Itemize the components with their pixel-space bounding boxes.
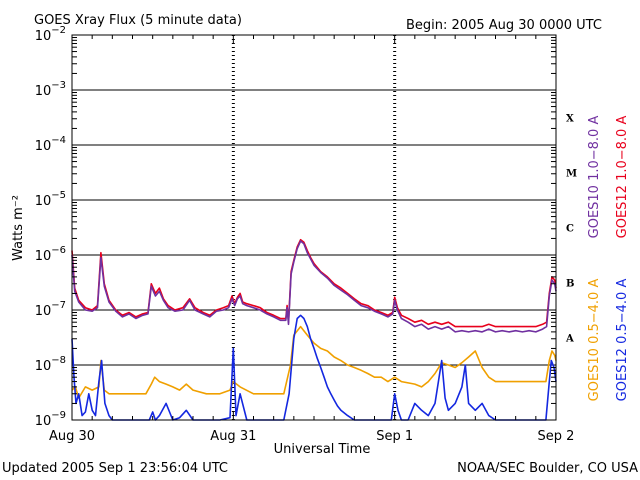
chart-title: GOES Xray Flux (5 minute data) (34, 13, 242, 28)
flare-class-m: M (566, 169, 577, 180)
y-tick-label-0: 10−9 (35, 410, 66, 429)
y-tick-label-2: 10−7 (35, 300, 66, 319)
series-line-goes12-1-0-8-0-a (71, 238, 557, 328)
legend-entry-goes12-1-0-8-0-a: GOES12 1.0−8.0 A (615, 116, 630, 239)
x-tick-label-2: Sep 1 (376, 429, 413, 444)
y-tick-label-3: 10−6 (35, 245, 66, 264)
flare-class-c: C (566, 224, 574, 235)
y-tick-label-6: 10−3 (35, 80, 66, 99)
flare-class-x: X (566, 114, 574, 125)
x-tick-label-3: Sep 2 (538, 429, 575, 444)
series-line-goes10-1-0-8-0-a (71, 240, 557, 333)
y-axis-label: Watts m⁻² (11, 195, 26, 261)
updated-timestamp: Updated 2005 Sep 1 23:56:04 UTC (2, 461, 228, 476)
y-tick-label-1: 10−8 (35, 355, 66, 374)
plot-frame (71, 34, 557, 421)
legend-lower: GOES10 0.5−4.0 A GOES12 0.5−4.0 A (587, 279, 630, 402)
y-tick-label-7: 10−2 (35, 25, 66, 44)
x-tick-label-1: Aug 31 (210, 429, 256, 444)
legend-entry-goes10-0-5-4-0-a: GOES10 0.5−4.0 A (587, 279, 602, 402)
x-tick-label-0: Aug 30 (49, 429, 95, 444)
y-tick-label-4: 10−5 (35, 190, 66, 209)
y-tick-label-5: 10−4 (35, 135, 66, 154)
legend-entry-goes10-1-0-8-0-a: GOES10 1.0−8.0 A (587, 116, 602, 239)
flare-class-a: A (565, 334, 574, 345)
x-axis-ticks: Aug 30 Aug 31 Sep 1 Sep 2 (49, 35, 574, 444)
series-line-goes10-0-5-4-0-a (71, 325, 557, 399)
legend-upper: GOES10 1.0−8.0 A GOES12 1.0−8.0 A (587, 116, 630, 239)
y-axis-ticks: 10−9 10−8 10−7 10−6 10−5 10−4 10−3 10−2 (35, 25, 556, 429)
class-gridlines (72, 34, 556, 421)
x-axis-label: Universal Time (274, 442, 371, 457)
begin-label: Begin: 2005 Aug 30 0000 UTC (406, 18, 602, 33)
flare-class-labels: A B C M X (565, 114, 577, 345)
flare-class-b: B (566, 279, 574, 290)
day-divider-lines (231, 35, 397, 420)
series-lines (71, 238, 557, 421)
credit-label: NOAA/SEC Boulder, CO USA (457, 461, 638, 476)
legend-entry-goes12-0-5-4-0-a: GOES12 0.5−4.0 A (615, 279, 630, 402)
